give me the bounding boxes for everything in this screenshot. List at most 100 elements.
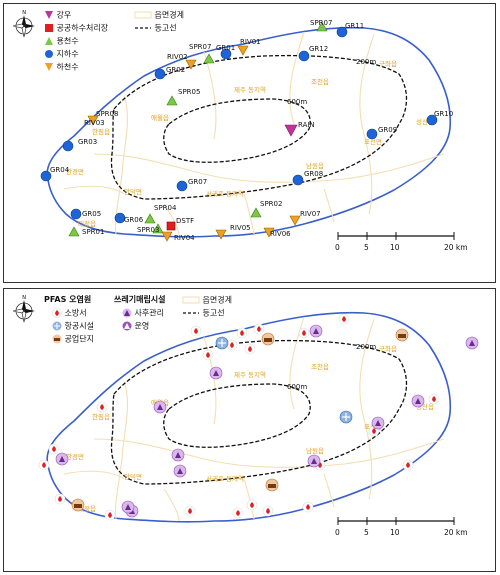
- fire-station-icon: [338, 313, 350, 325]
- groundwater-icon: [62, 140, 74, 152]
- town-label: 구좌읍: [379, 344, 397, 353]
- contour-label-200m: 200m: [356, 343, 376, 351]
- landfill-sites: [55, 324, 479, 518]
- station-label: SPR05: [178, 88, 200, 96]
- town-label: 한림읍: [92, 413, 110, 421]
- spring-icon: [144, 213, 156, 224]
- groundwater-icon: [220, 48, 232, 60]
- groundwater-icon: [298, 50, 310, 62]
- groundwater-icon: [366, 128, 378, 140]
- fire-station-icon: [244, 343, 256, 355]
- stream-icon: [215, 229, 227, 240]
- fire-station-icon: [190, 325, 202, 337]
- landfill-icon: [371, 416, 385, 430]
- town-labels: 구좌읍 조천읍 제주 동지역 애월읍 한림읍 한경면 대정읍 안덕면 서귀포 동…: [66, 59, 434, 228]
- legend-label: 공공하수처리장: [56, 23, 109, 33]
- stream-icon: [289, 215, 301, 226]
- town-label: 한경면: [66, 452, 84, 461]
- town-label: 대정읍: [78, 219, 96, 228]
- town-label: 조천읍: [311, 362, 329, 371]
- contour-swatch: [135, 27, 151, 29]
- station-label: RIV03: [84, 119, 105, 127]
- groundwater-icon: [45, 50, 53, 58]
- legend-contour: 등고선: [182, 308, 225, 319]
- landfill-icon: [411, 394, 425, 408]
- legend-label: 등고선: [202, 308, 225, 318]
- groundwater-icon: [426, 114, 438, 126]
- groundwater-icon: [40, 170, 52, 182]
- legend-boundary: 읍면경계: [182, 295, 232, 306]
- contour-200m: [110, 54, 408, 200]
- station-label: GR03: [78, 138, 97, 146]
- fire-station-icon: [428, 393, 440, 405]
- station-label: SPR03: [137, 226, 159, 234]
- station-label: GR02: [166, 66, 185, 74]
- town-label: 조천읍: [311, 77, 329, 86]
- pfas-map: N 200m 600m 구좌읍 조천읍 제주 동지역 애월읍 한림읍 한경면 대…: [12, 295, 479, 537]
- landfill-icon: [55, 452, 69, 466]
- contour-600m: [163, 383, 311, 448]
- spring-icon: [250, 207, 262, 218]
- fire-station-icon: [246, 499, 258, 511]
- legend-rain: 강우: [44, 10, 71, 21]
- town-label: 한림읍: [92, 128, 110, 136]
- scale-tick-label: 0: [335, 243, 340, 252]
- contour-label-600m: 600m: [287, 383, 307, 391]
- town-label: 안덕면: [124, 187, 142, 196]
- stream-icon: [263, 227, 275, 238]
- scale-bar: 0 5 10 20 km: [335, 517, 468, 537]
- legend-label: 읍면경계: [202, 295, 232, 305]
- station-label: RIV07: [300, 210, 321, 218]
- industrial-sites: [71, 328, 409, 512]
- station-label: GR06: [124, 216, 144, 224]
- legend-label: 하천수: [56, 62, 79, 72]
- stream-icon: [87, 115, 99, 126]
- legend-label: 지하수: [56, 49, 79, 59]
- svg-text:N: N: [22, 10, 26, 16]
- legend-title-landfill: 쓰레기매립시설: [114, 295, 166, 304]
- station-labels: GR11 SPR07 GR12 GR01 RIV01 SPR07 RIV02 G…: [50, 19, 453, 242]
- sewage-plant-icon: [166, 221, 176, 231]
- contour-swatch: [183, 312, 199, 314]
- station-label: SPR08: [96, 110, 118, 118]
- landfill-operating-icon: [122, 321, 132, 331]
- island-coastline: [46, 311, 452, 523]
- legend-sewage: 공공하수처리장: [44, 23, 108, 34]
- legend-groundwater: 지하수: [44, 49, 79, 60]
- legend-title-pfas: PFAS 오염원: [44, 295, 92, 304]
- fire-station-icon: [262, 505, 274, 517]
- station-label: RAIN: [298, 121, 315, 129]
- landfill-icon: [121, 500, 135, 514]
- legend-industrial: 공업단지: [52, 334, 94, 345]
- groundwater-icon: [70, 208, 82, 220]
- district-boundaries: [63, 316, 445, 522]
- island-coastline: [46, 26, 452, 238]
- stream-icon: [237, 45, 249, 56]
- legend-contour: 등고선: [134, 23, 177, 34]
- station-label: GR01: [216, 44, 235, 52]
- town-label: 구좌읍: [379, 59, 397, 68]
- fire-station-icon: [298, 327, 310, 339]
- scale-tick-label: 10: [390, 528, 400, 537]
- fire-station-sites: [38, 313, 440, 521]
- station-label: SPR01: [82, 228, 104, 236]
- sewage-plant-icon: [45, 24, 53, 32]
- spring-icon: [203, 53, 215, 64]
- aviation-icon: [52, 321, 62, 331]
- industrial-icon: [52, 334, 62, 344]
- compass-icon: N: [12, 295, 35, 323]
- station-label: SPR02: [260, 200, 282, 208]
- scale-bar: 0 5 10 20 km: [335, 232, 468, 252]
- rain-icon: [284, 124, 298, 137]
- legend-label: 등고선: [154, 23, 177, 33]
- boundary-swatch: [134, 11, 152, 19]
- town-label: 남원읍: [306, 446, 324, 455]
- scale-tick-label: 20 km: [444, 243, 468, 252]
- groundwater-icon: [292, 174, 304, 186]
- stream-icon: [161, 231, 173, 242]
- legend-boundary: 읍면경계: [134, 10, 184, 21]
- boundary-swatch: [182, 296, 200, 304]
- legend-label: 공업단지: [64, 334, 94, 344]
- fire-station-icon: [226, 339, 238, 351]
- landfill-icon: [465, 336, 479, 350]
